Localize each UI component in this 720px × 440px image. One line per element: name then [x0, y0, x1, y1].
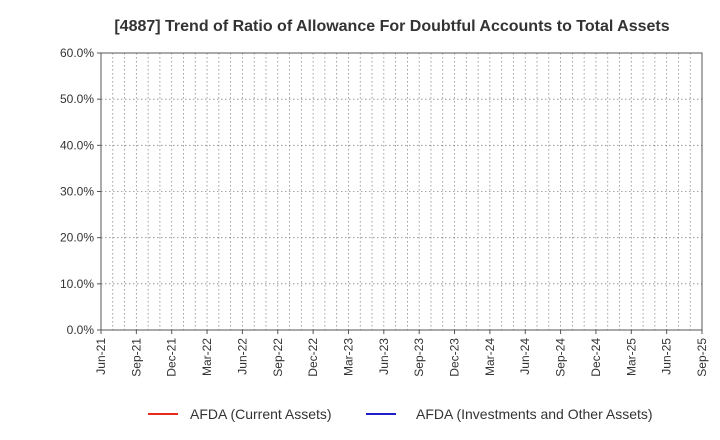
x-tick-label: Mar-25	[624, 338, 638, 376]
x-tick-label: Mar-22	[200, 338, 214, 376]
x-tick-label: Dec-21	[165, 338, 179, 377]
x-tick-label: Jun-22	[235, 338, 249, 375]
x-tick-label: Dec-22	[306, 338, 320, 377]
x-tick-label: Mar-23	[341, 338, 355, 376]
plot-grid	[101, 53, 702, 330]
x-tick-label: Mar-24	[483, 338, 497, 376]
y-tick-label: 20.0%	[60, 231, 94, 245]
x-tick-label: Sep-24	[554, 338, 568, 377]
y-tick-label: 60.0%	[60, 46, 94, 60]
x-tick-label: Jun-21	[94, 338, 108, 375]
x-tick-label: Jun-25	[660, 338, 674, 375]
y-tick-label: 50.0%	[60, 92, 94, 106]
y-tick-label: 0.0%	[67, 323, 95, 337]
x-tick-label: Sep-25	[695, 338, 709, 377]
chart-title: [4887] Trend of Ratio of Allowance For D…	[114, 18, 669, 35]
x-tick-label: Sep-22	[271, 338, 285, 377]
y-tick-label: 40.0%	[60, 138, 94, 152]
legend: AFDA (Current Assets) AFDA (Investments a…	[148, 406, 653, 422]
y-tick-label: 30.0%	[60, 185, 94, 199]
legend-label: AFDA (Current Assets)	[190, 406, 332, 422]
x-tick-label: Sep-21	[129, 338, 143, 377]
x-tick-label: Jun-24	[518, 338, 532, 375]
x-tick-label: Dec-23	[448, 338, 462, 377]
x-tick-label: Sep-23	[412, 338, 426, 377]
x-tick-label: Jun-23	[377, 338, 391, 375]
legend-label: AFDA (Investments and Other Assets)	[416, 406, 653, 422]
y-axis: 0.0% 10.0% 20.0% 30.0% 40.0% 50.0% 60.0%	[60, 46, 101, 337]
x-axis: Jun-21 Sep-21 Dec-21 Mar-22 Jun-22 Sep-22 Dec-…	[94, 330, 709, 377]
y-tick-label: 10.0%	[60, 277, 94, 291]
x-tick-label: Dec-24	[589, 338, 603, 377]
